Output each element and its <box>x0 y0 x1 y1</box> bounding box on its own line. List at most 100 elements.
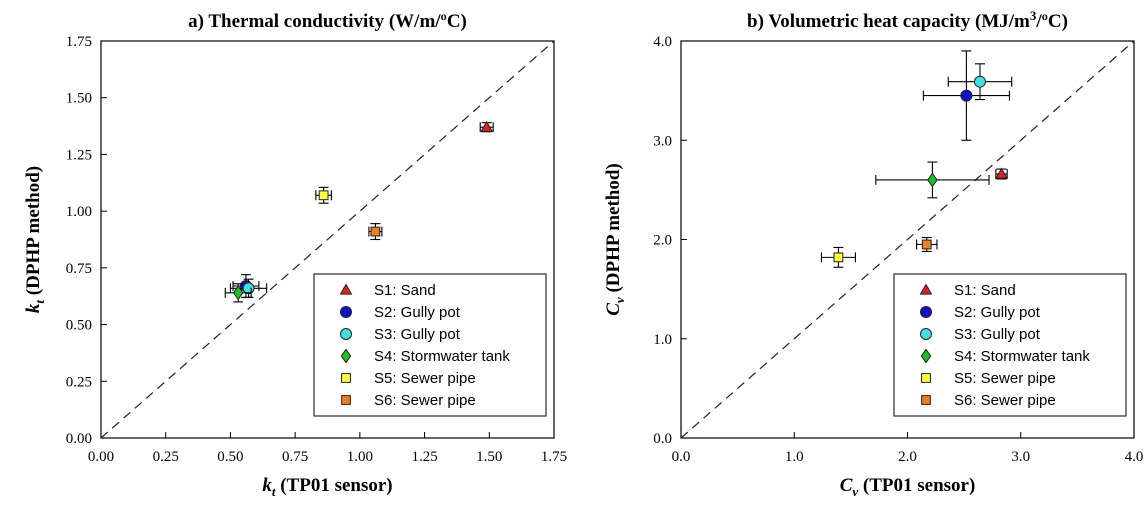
x-tick-label: 1.00 <box>347 449 373 465</box>
legend: S1: Sand S2: Gully pot S3: Gully pot S4: St… <box>313 273 547 417</box>
legend-marker <box>340 348 352 364</box>
legend-marker <box>920 328 932 340</box>
legend-marker <box>340 328 352 340</box>
chart-title: b) Volumetric heat capacity (MJ/m3/ºC) <box>747 8 1068 32</box>
data-point-s3 <box>229 278 268 298</box>
legend-marker <box>341 373 351 383</box>
legend-item-s6: S6: Sewer pipe <box>921 392 1056 409</box>
legend-item-s1: S1: Sand <box>339 282 436 299</box>
data-point-s5 <box>820 246 856 268</box>
x-axis-label: Cv (TP01 sensor) <box>840 475 976 499</box>
legend-item-s2: S2: Gully pot <box>340 304 461 321</box>
point-marker <box>927 172 938 188</box>
y-axis-label: kt (DPHP method) <box>23 166 47 313</box>
y-tick-label: 0.50 <box>66 318 92 334</box>
x-tick-label: 1.75 <box>541 449 567 465</box>
one-to-one-line <box>100 40 555 439</box>
legend-label: S2: Gully pot <box>954 304 1041 321</box>
x-tick-label: 2.0 <box>898 449 917 465</box>
legend-item-s4: S4: Stormwater tank <box>920 348 1090 365</box>
data-point-s4 <box>224 283 252 303</box>
legend-label: S3: Gully pot <box>374 326 461 343</box>
y-tick-label: 0.0 <box>653 431 672 447</box>
legend-item-s3: S3: Gully pot <box>340 326 461 343</box>
point-marker <box>833 252 844 263</box>
legend-marker <box>339 283 353 295</box>
legend-label: S6: Sewer pipe <box>954 392 1056 409</box>
x-tick-label: 4.0 <box>1125 449 1144 465</box>
y-tick-label: 1.50 <box>66 91 92 107</box>
legend-marker <box>921 373 931 383</box>
y-tick-label: 3.0 <box>653 133 672 149</box>
legend-label: S4: Stormwater tank <box>374 348 510 365</box>
legend-box <box>313 273 547 417</box>
one-to-one-line <box>680 40 1135 439</box>
point-marker <box>242 282 255 295</box>
legend-marker <box>920 348 932 364</box>
legend-item-s5: S5: Sewer pipe <box>341 370 476 387</box>
legend-marker <box>921 395 931 405</box>
legend-label: S1: Sand <box>954 282 1016 299</box>
data-point-s4 <box>875 161 990 199</box>
legend-item-s6: S6: Sewer pipe <box>341 392 476 409</box>
x-tick-label: 0.25 <box>153 449 179 465</box>
legend-marker <box>341 395 351 405</box>
point-marker <box>960 89 973 102</box>
point-marker <box>973 75 986 88</box>
legend-label: S2: Gully pot <box>374 304 461 321</box>
y-tick-label: 1.25 <box>66 147 92 163</box>
data-point-s6 <box>368 223 383 241</box>
legend-item-s2: S2: Gully pot <box>920 304 1041 321</box>
y-tick-label: 4.0 <box>653 34 672 50</box>
x-tick-label: 0.00 <box>88 449 114 465</box>
point-marker <box>995 167 1008 179</box>
x-tick-label: 1.50 <box>476 449 502 465</box>
data-point-s3 <box>947 63 1013 101</box>
chart-b: b) Volumetric heat capacity (MJ/m3/ºC) 0.… <box>603 8 1143 499</box>
y-tick-label: 1.00 <box>66 204 92 220</box>
x-axis-label: kt (TP01 sensor) <box>262 475 392 499</box>
data-point-s1 <box>995 167 1008 180</box>
legend-label: S4: Stormwater tank <box>954 348 1090 365</box>
legend-label: S1: Sand <box>374 282 436 299</box>
x-tick-label: 3.0 <box>1011 449 1030 465</box>
legend-marker <box>920 306 932 318</box>
legend-label: S5: Sewer pipe <box>374 370 476 387</box>
x-tick-label: 1.0 <box>785 449 804 465</box>
legend-label: S5: Sewer pipe <box>954 370 1056 387</box>
point-marker <box>232 285 244 301</box>
x-tick-label: 0.0 <box>672 449 691 465</box>
legend-item-s1: S1: Sand <box>919 282 1016 299</box>
chart-a: a) Thermal conductivity (W/m/ºC) 0.00 0.25… <box>23 11 567 499</box>
x-tick-label: 0.75 <box>282 449 308 465</box>
point-marker <box>480 120 494 132</box>
data-point-s5 <box>315 186 332 204</box>
legend-label: S3: Gully pot <box>954 326 1041 343</box>
y-tick-label: 0.75 <box>66 261 92 277</box>
y-tick-label: 1.0 <box>653 332 672 348</box>
chart-title: a) Thermal conductivity (W/m/ºC) <box>188 11 467 32</box>
legend: S1: Sand S2: Gully pot S3: Gully pot S4: St… <box>893 273 1127 417</box>
legend-item-s5: S5: Sewer pipe <box>921 370 1056 387</box>
legend-box <box>893 273 1127 417</box>
x-tick-label: 1.25 <box>411 449 437 465</box>
legend-marker <box>340 306 352 318</box>
x-tick-label: 0.50 <box>217 449 243 465</box>
y-tick-label: 1.75 <box>66 34 92 50</box>
data-point-s1 <box>479 120 494 133</box>
y-tick-label: 0.00 <box>66 431 92 447</box>
legend-item-s4: S4: Stormwater tank <box>340 348 510 365</box>
point-marker <box>370 226 381 237</box>
data-point-s2 <box>922 50 1010 141</box>
y-tick-label: 0.25 <box>66 374 92 390</box>
plot-frame <box>100 40 555 439</box>
y-axis-label: Cv (DPHP method) <box>603 163 627 316</box>
point-marker <box>318 190 329 201</box>
point-marker <box>921 239 932 250</box>
legend-marker <box>919 283 933 295</box>
y-tick-label: 2.0 <box>653 233 672 249</box>
data-point-s6 <box>916 236 938 252</box>
legend-label: S6: Sewer pipe <box>374 392 476 409</box>
